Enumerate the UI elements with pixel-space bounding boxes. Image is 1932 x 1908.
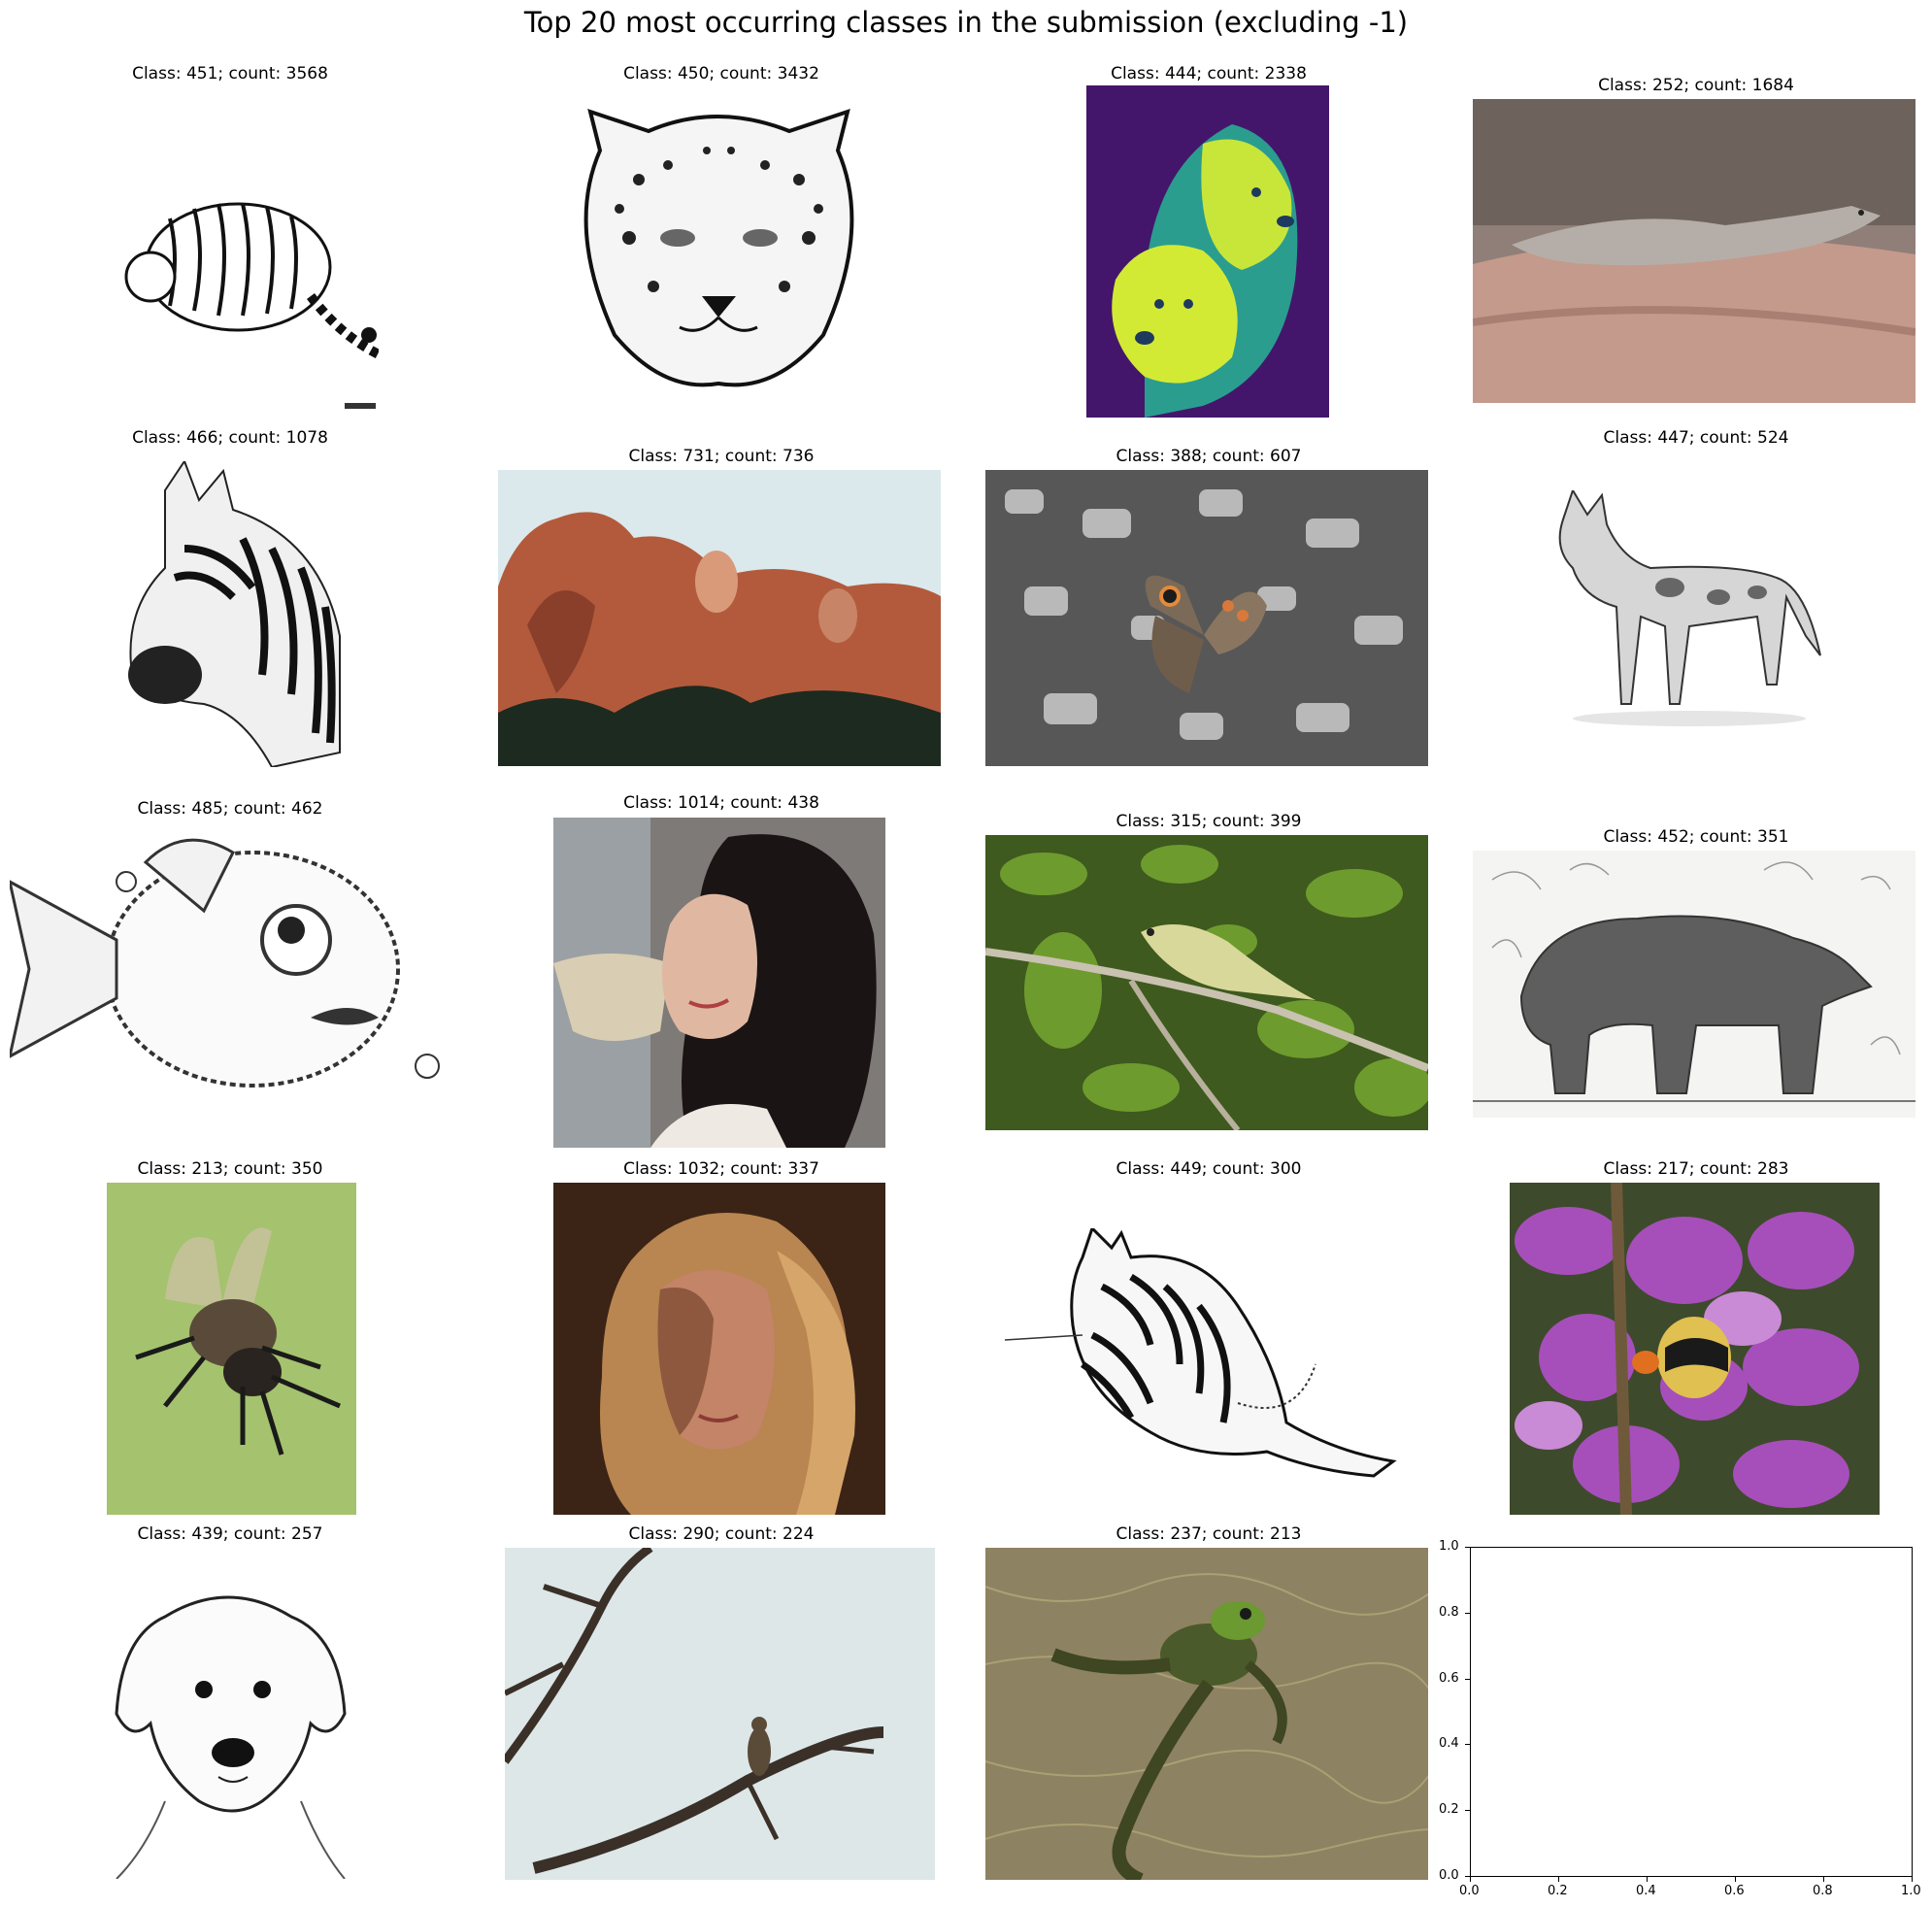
panel-title-2: Class: 450; count: 3432	[623, 64, 819, 84]
panel-image-blonde-woman	[553, 1183, 885, 1515]
panel-title-17: Class: 439; count: 257	[137, 1524, 323, 1544]
x-tick-label: 1.0	[1901, 1884, 1921, 1898]
panel-image-dogs-viridis	[1086, 85, 1329, 418]
panel-image-zebra	[126, 461, 350, 767]
panel-image-bird-leaves	[985, 835, 1428, 1130]
panel-image-rushmore	[498, 470, 941, 766]
panel-title-3: Class: 444; count: 2338	[1111, 64, 1307, 84]
panel-image-wild-dog	[1544, 490, 1835, 743]
x-tick	[1912, 1877, 1913, 1882]
panel-image-frog	[985, 1548, 1428, 1880]
panel-image-striped-cat	[1005, 1228, 1398, 1490]
x-tick	[1735, 1877, 1736, 1882]
x-tick	[1823, 1877, 1824, 1882]
panel-title-7: Class: 388; count: 607	[1116, 447, 1302, 466]
panel-title-5: Class: 466; count: 1078	[132, 428, 328, 448]
panel-image-pufferfish	[10, 823, 452, 1107]
panel-title-12: Class: 452; count: 351	[1603, 827, 1789, 847]
panel-image-gecko	[1473, 99, 1915, 403]
y-tick-label: 0.8	[1439, 1604, 1459, 1620]
y-tick	[1465, 1547, 1470, 1548]
x-tick	[1558, 1877, 1559, 1882]
panel-title-10: Class: 1014; count: 438	[623, 793, 819, 813]
panel-title-9: Class: 485; count: 462	[137, 799, 323, 819]
y-tick	[1465, 1876, 1470, 1877]
x-tick-label: 0.6	[1724, 1884, 1745, 1898]
empty-axes	[1470, 1547, 1913, 1877]
panel-title-18: Class: 290; count: 224	[628, 1524, 815, 1544]
y-tick-label: 0.6	[1439, 1670, 1459, 1686]
panel-image-bee-green	[107, 1183, 356, 1515]
panel-image-leopard	[561, 92, 877, 418]
y-tick-label: 0.4	[1439, 1736, 1459, 1752]
x-tick	[1470, 1877, 1471, 1882]
panel-title-8: Class: 447; count: 524	[1603, 428, 1789, 448]
panel-image-butterfly	[985, 470, 1428, 766]
x-tick	[1647, 1877, 1648, 1882]
panel-image-tiger	[102, 151, 379, 422]
panel-title-16: Class: 217; count: 283	[1603, 1159, 1789, 1179]
panel-image-smiling-woman	[553, 818, 885, 1148]
y-tick	[1465, 1744, 1470, 1746]
y-tick	[1465, 1810, 1470, 1812]
panel-title-11: Class: 315; count: 399	[1116, 812, 1302, 831]
panel-title-6: Class: 731; count: 736	[628, 447, 815, 466]
figure-title: Top 20 most occurring classes in the sub…	[523, 6, 1409, 39]
panel-image-dog-sketch	[107, 1578, 354, 1879]
panel-title-1: Class: 451; count: 3568	[132, 64, 328, 84]
y-tick-label: 0.2	[1439, 1802, 1459, 1818]
y-tick	[1465, 1678, 1470, 1680]
panel-title-14: Class: 1032; count: 337	[623, 1159, 819, 1179]
x-tick-label: 0.8	[1813, 1884, 1833, 1898]
panel-title-15: Class: 449; count: 300	[1116, 1159, 1302, 1179]
y-tick-label: 1.0	[1439, 1539, 1459, 1554]
panel-image-bear	[1473, 851, 1915, 1118]
panel-title-4: Class: 252; count: 1684	[1598, 76, 1794, 95]
y-tick	[1465, 1612, 1470, 1614]
x-tick-label: 0.2	[1548, 1884, 1568, 1898]
panel-title-19: Class: 237; count: 213	[1116, 1524, 1302, 1544]
x-tick-label: 0.0	[1459, 1884, 1480, 1898]
x-tick-label: 0.4	[1636, 1884, 1656, 1898]
panel-image-bird-bare-branch	[505, 1548, 935, 1880]
y-tick-label: 0.0	[1439, 1868, 1459, 1883]
panel-image-bumblebee-flower	[1510, 1183, 1880, 1515]
panel-title-13: Class: 213; count: 350	[137, 1159, 323, 1179]
